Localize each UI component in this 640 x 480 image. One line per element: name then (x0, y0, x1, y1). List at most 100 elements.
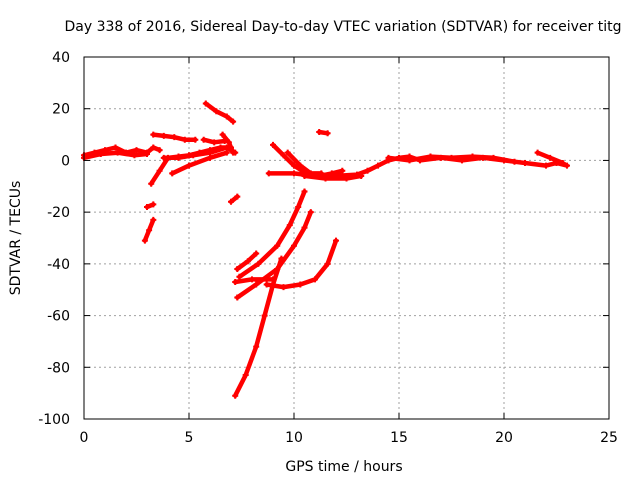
data-point (255, 260, 262, 267)
data-point (150, 131, 157, 138)
data-point (385, 154, 392, 161)
data-point (213, 108, 220, 115)
data-point (564, 162, 570, 169)
data-point (230, 149, 237, 156)
data-point (469, 153, 476, 160)
data-point (186, 162, 192, 169)
data-point (192, 136, 199, 143)
y-tick-label: 20 (52, 102, 70, 118)
data-point (150, 201, 157, 208)
data-point (286, 222, 293, 229)
data-trace-21 (237, 189, 307, 280)
data-point (291, 170, 297, 177)
data-point (270, 141, 276, 148)
data-point (301, 172, 308, 179)
data-point (253, 281, 260, 288)
data-trace-7 (203, 101, 236, 124)
data-point (150, 144, 157, 151)
data-point (223, 113, 230, 120)
data-point (232, 278, 239, 285)
data-point (207, 149, 213, 156)
data-point (280, 284, 287, 291)
data-point (301, 224, 308, 231)
data-point (274, 242, 281, 249)
data-point (280, 152, 287, 159)
data-point (234, 193, 241, 200)
x-tick-label: 25 (600, 430, 618, 446)
data-point (230, 118, 237, 125)
data-trace-16 (302, 173, 364, 181)
y-tick-label: 40 (52, 50, 70, 66)
data-point (343, 175, 350, 182)
data-point (171, 134, 178, 141)
data-point (333, 237, 339, 244)
data-point (114, 149, 121, 156)
data-point (295, 203, 302, 210)
data-point (291, 242, 297, 249)
data-point (253, 343, 260, 350)
data-point (322, 175, 329, 182)
y-tick-label: -40 (47, 257, 70, 273)
data-point (225, 139, 232, 146)
data-point (190, 152, 197, 159)
data-point (364, 167, 371, 174)
data-point (543, 162, 549, 169)
data-point (448, 154, 455, 161)
data-point (244, 258, 251, 265)
data-trace-22 (235, 209, 314, 300)
data-point (316, 128, 323, 135)
data-trace-14 (285, 150, 324, 176)
data-point (297, 281, 304, 288)
data-point (160, 154, 167, 161)
data-point (202, 100, 209, 107)
data-point (181, 136, 188, 143)
data-point (219, 131, 226, 138)
data-point (232, 392, 239, 399)
data-point (291, 162, 297, 169)
data-point (144, 203, 150, 210)
data-point (297, 162, 304, 169)
data-point (265, 170, 272, 177)
data-point (144, 150, 150, 157)
data-point (150, 216, 157, 223)
data-point (253, 250, 260, 257)
y-tick-label: -20 (47, 205, 70, 221)
data-point (131, 152, 138, 159)
data-point (148, 180, 155, 187)
y-axis-label: SDTVAR / TECUs (8, 181, 24, 296)
data-point (547, 154, 554, 161)
data-trace-9 (169, 150, 230, 176)
data-point (141, 237, 148, 244)
chart-title: Day 338 of 2016, Sidereal Day-to-day VTE… (65, 19, 622, 35)
data-point (133, 147, 140, 154)
data-point (534, 149, 541, 156)
data-point (427, 153, 434, 160)
x-axis-label: GPS time / hours (285, 459, 402, 475)
data-point (312, 276, 318, 283)
data-point (490, 154, 497, 161)
data-point (236, 273, 243, 280)
data-point (223, 149, 230, 156)
x-tick-label: 20 (495, 430, 513, 446)
plot-frame (83, 56, 610, 420)
data-point (169, 170, 176, 177)
data-point (228, 198, 234, 205)
data-point (234, 266, 241, 273)
data-point (211, 139, 218, 146)
data-point (261, 312, 268, 319)
data-point (175, 154, 182, 161)
data-point (307, 209, 314, 216)
data-point (97, 150, 104, 157)
data-point (112, 144, 119, 151)
data-point (234, 294, 241, 301)
x-tick-label: 5 (185, 430, 194, 446)
x-tick-label: 10 (285, 430, 303, 446)
data-point (242, 372, 249, 379)
x-tick-label: 0 (80, 430, 89, 446)
data-point (559, 160, 566, 167)
data-series (81, 100, 570, 399)
data-point (406, 157, 413, 164)
data-point (263, 281, 270, 288)
data-point (156, 147, 163, 154)
